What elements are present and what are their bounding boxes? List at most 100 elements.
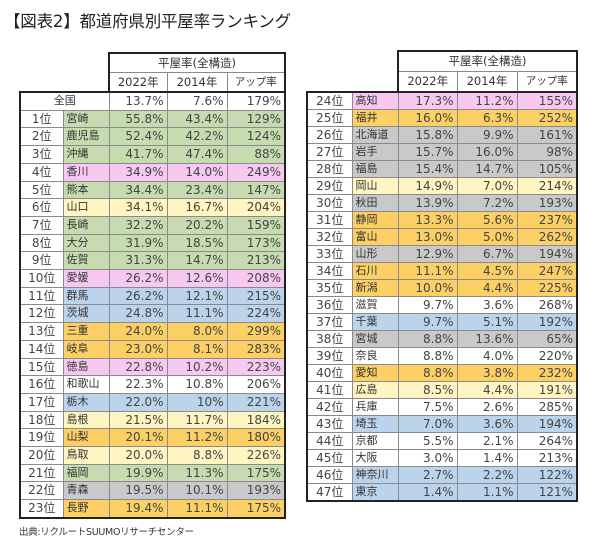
rank-cell: 21位 [19, 463, 64, 483]
rank-cell: 6位 [19, 198, 64, 217]
value-2014: 6.3% [456, 109, 518, 127]
table-row: 13位 三重 24.0% 8.0% 299% [19, 322, 287, 341]
prefecture-cell: 石川 [351, 262, 399, 280]
rank-cell: 43位 [306, 415, 353, 433]
header-blank [307, 51, 398, 72]
table-row: 7位 長崎 32.2% 20.2% 159% [19, 215, 287, 235]
rank-cell: 18位 [19, 410, 64, 430]
value-2022: 34.9% [108, 162, 168, 182]
prefecture-cell: 宮崎 [62, 109, 110, 129]
table-row: 37位 千葉 9.7% 5.1% 192% [306, 313, 579, 331]
value-2014: 11.1% [166, 499, 228, 519]
national-label: 全国 [19, 90, 110, 111]
table-row: 31位 静岡 13.3% 5.6% 237% [306, 211, 579, 229]
value-2022: 15.8% [397, 126, 458, 144]
value-2014: 9.9% [456, 126, 518, 144]
value-2014: 11.2% [456, 91, 518, 110]
value-2022: 15.7% [397, 143, 458, 161]
value-up-rate: 194% [516, 415, 579, 433]
table-row: 32位 富山 13.0% 5.0% 262% [306, 228, 579, 246]
value-2014: 4.5% [456, 262, 518, 280]
value-2014: 14.0% [166, 162, 228, 182]
value-2022: 15.4% [397, 160, 458, 178]
value-up-rate: 175% [226, 499, 287, 519]
value-2022: 31.9% [108, 233, 168, 253]
prefecture-cell: 宮城 [351, 330, 399, 348]
value-2014: 5.6% [456, 211, 518, 229]
value-2014: 13.6% [456, 330, 518, 348]
prefecture-cell: 東京 [351, 483, 399, 502]
rank-cell: 9位 [19, 251, 64, 271]
ranking-table-left: 平屋率(全構造) 2022年 2014年 アップ率 全国 13.7% 7.6% … [19, 52, 287, 519]
value-2022: 17.3% [397, 91, 458, 110]
value-2014: 7.2% [456, 194, 518, 212]
value-2022: 2.7% [397, 466, 458, 484]
value-2022: 26.2% [108, 286, 168, 306]
prefecture-cell: 長崎 [62, 215, 110, 235]
value-2014: 11.7% [166, 410, 228, 430]
header-2014: 2014年 [166, 72, 228, 93]
prefecture-cell: 千葉 [351, 313, 399, 331]
value-2014: 4.4% [456, 381, 518, 399]
table-row: 3位 沖縄 41.7% 47.4% 88% [19, 145, 287, 164]
rank-cell: 14位 [19, 339, 64, 359]
value-2022: 9.7% [397, 313, 458, 331]
value-2022: 3.0% [397, 449, 458, 467]
value-2022: 26.2% [108, 269, 168, 288]
table-row: 14位 岐阜 23.0% 8.1% 283% [19, 339, 287, 359]
rank-cell: 8位 [19, 233, 64, 253]
value-2014: 10% [166, 392, 228, 412]
table-row: 1位 宮崎 55.8% 43.4% 129% [19, 109, 287, 129]
table-row: 47位 東京 1.4% 1.1% 121% [306, 483, 579, 502]
header-group: 平屋率(全構造) [396, 50, 579, 72]
prefecture-cell: 秋田 [351, 194, 399, 212]
value-up-rate: 237% [516, 211, 579, 229]
value-2014: 2.2% [456, 466, 518, 484]
value-2022: 31.3% [108, 251, 168, 271]
table-row: 39位 奈良 8.8% 4.0% 220% [306, 347, 579, 365]
value-2022: 11.1% [397, 262, 458, 280]
value-up-rate: 224% [226, 304, 287, 324]
prefecture-cell: 愛知 [351, 364, 399, 382]
prefecture-cell: 青森 [62, 481, 110, 501]
prefecture-cell: 静岡 [351, 211, 399, 229]
rank-cell: 20位 [19, 446, 64, 465]
table-row: 42位 兵庫 7.5% 2.6% 285% [306, 398, 579, 416]
header-group: 平屋率(全構造) [107, 52, 287, 73]
prefecture-cell: 三重 [62, 322, 110, 341]
prefecture-cell: 広島 [351, 381, 399, 399]
table-row: 4位 香川 34.9% 14.0% 249% [19, 162, 287, 182]
value-up-rate: 65% [516, 330, 579, 348]
prefecture-cell: 山口 [62, 198, 110, 217]
prefecture-cell: 富山 [351, 228, 399, 246]
value-2014: 16.0% [456, 143, 518, 161]
rank-cell: 45位 [306, 449, 353, 467]
value-2022: 19.5% [108, 481, 168, 501]
value-2014: 1.1% [456, 483, 518, 502]
value-up-rate: 220% [516, 347, 579, 365]
value-2014: 10.1% [166, 481, 228, 501]
rank-cell: 40位 [306, 364, 353, 382]
prefecture-cell: 長野 [62, 499, 110, 519]
value-2014: 12.6% [166, 269, 228, 288]
value-2014: 11.3% [166, 463, 228, 483]
prefecture-cell: 埼玉 [351, 415, 399, 433]
prefecture-cell: 福井 [351, 109, 399, 127]
value-2022: 55.8% [108, 109, 168, 129]
value-2022: 34.4% [108, 180, 168, 200]
value-up-rate: 175% [226, 463, 287, 483]
value-2022: 7.0% [397, 415, 458, 433]
value-up-rate: 223% [226, 357, 287, 377]
value-up-rate: 221% [226, 392, 287, 412]
value-2022: 13.0% [397, 228, 458, 246]
value-up-rate: 105% [516, 160, 579, 178]
prefecture-cell: 大分 [62, 233, 110, 253]
prefecture-cell: 鹿児島 [62, 127, 110, 147]
value-2014: 14.7% [166, 251, 228, 271]
value-2022: 21.5% [108, 410, 168, 430]
value-2022: 20.0% [108, 446, 168, 465]
table-row: 40位 愛知 8.8% 3.8% 232% [306, 364, 579, 382]
table-row: 8位 大分 31.9% 18.5% 173% [19, 233, 287, 253]
value-up-rate: 121% [516, 483, 579, 502]
header-2022: 2022年 [397, 71, 458, 93]
